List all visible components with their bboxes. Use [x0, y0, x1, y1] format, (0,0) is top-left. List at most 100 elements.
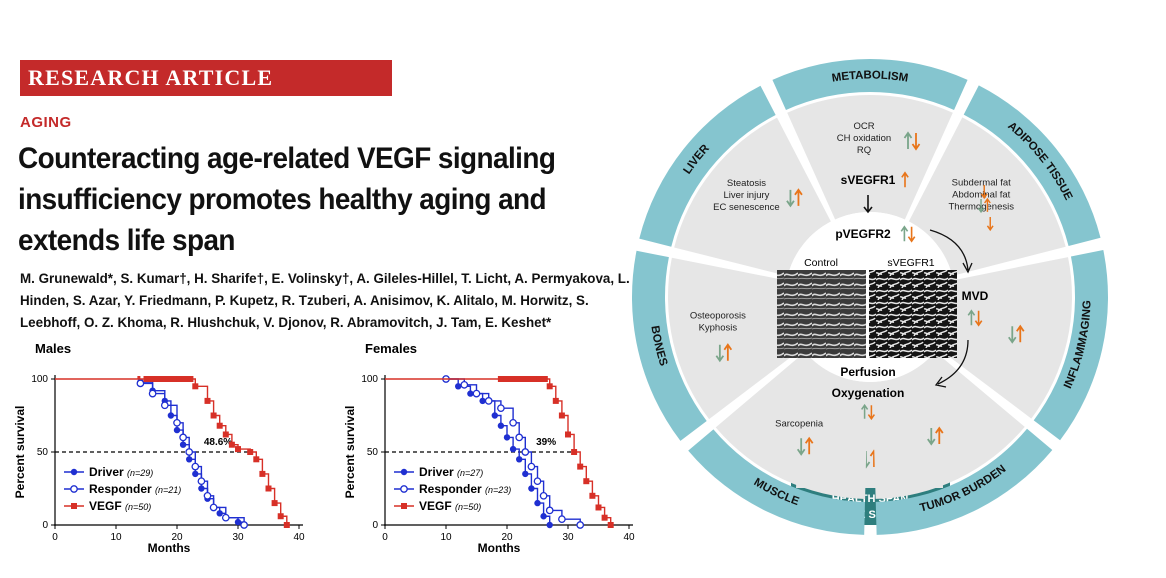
segment-band	[688, 429, 865, 535]
segment-band	[1033, 249, 1109, 441]
survival-curve-responder	[140, 382, 245, 525]
segment-item: Osteoporosis	[690, 311, 746, 322]
article-title: Counteracting age-related VEGF signaling…	[18, 142, 556, 257]
data-point	[503, 434, 511, 441]
article-type-banner: RESEARCH ARTICLE SUMMARY	[20, 60, 392, 126]
data-point	[179, 433, 187, 442]
series-name: Driver	[89, 465, 127, 479]
data-point	[576, 521, 585, 529]
series-n: (n=50)	[125, 502, 151, 512]
segment-inner	[872, 351, 1025, 499]
down-arrow-icon	[863, 195, 873, 214]
segment-inner	[908, 117, 1066, 276]
mvd-label: MVD	[962, 289, 989, 303]
data-point	[545, 506, 554, 515]
up-arrow-icon	[984, 197, 991, 212]
data-point	[522, 470, 529, 478]
data-point	[186, 456, 193, 463]
down-arrow-icon	[974, 310, 983, 327]
control-micrograph	[777, 270, 866, 358]
x-tick-label: 10	[110, 532, 122, 543]
down-arrow-icon	[907, 226, 916, 243]
flow-arrow-icon	[929, 229, 973, 274]
data-point	[546, 383, 553, 390]
x-tick-label: 10	[440, 532, 452, 543]
data-point	[552, 397, 559, 404]
data-point	[472, 389, 481, 398]
data-point	[192, 470, 199, 478]
down-arrow-icon	[796, 438, 806, 456]
legend-label: Responder (n=23)	[419, 482, 511, 496]
data-point	[571, 449, 578, 455]
down-arrow-icon	[980, 185, 988, 200]
data-point	[509, 418, 517, 427]
females-survival-chart: Females 0 50 100 0 10 20 30 40 Months Percent surv…	[343, 341, 635, 555]
censor-mark	[143, 376, 150, 382]
data-point	[455, 383, 462, 390]
legend-label: Responder (n=21)	[89, 482, 181, 496]
censor-mark	[503, 376, 510, 382]
segment-item: Liver injury	[723, 190, 769, 201]
data-point	[516, 456, 523, 463]
difference-annotation: 48.6%	[204, 437, 232, 448]
data-point	[173, 426, 181, 434]
series-n: (n=27)	[457, 468, 483, 478]
data-point	[160, 401, 169, 410]
up-arrow-icon	[900, 225, 909, 242]
segment-band	[632, 250, 707, 441]
series-name: VEGF	[89, 499, 125, 513]
down-arrow-icon	[1008, 326, 1017, 344]
y-axis-label: Percent survival	[13, 406, 27, 499]
data-point	[283, 522, 290, 528]
svegfr1-image-label: sVEGFR1	[887, 257, 934, 269]
up-arrow-icon	[860, 403, 869, 419]
pvegfr2-label: pVEGFR2	[835, 227, 891, 241]
data-point	[148, 389, 157, 398]
svegfr1-micrograph	[869, 270, 957, 358]
legend-label: VEGF (n=50)	[419, 499, 481, 513]
legend-label: VEGF (n=50)	[89, 499, 151, 513]
segment-inner	[787, 95, 953, 220]
data-point	[271, 500, 278, 507]
segment-item: Subdermal fat	[952, 177, 1012, 188]
x-tick-label: 20	[171, 532, 183, 543]
oxygenation-label: Oxygenation	[832, 386, 905, 400]
series-name: Responder	[419, 482, 485, 496]
data-point	[216, 422, 223, 429]
data-point	[577, 463, 584, 470]
segment-inner	[668, 257, 803, 420]
data-point	[185, 448, 194, 456]
y-tick-label: 0	[372, 520, 378, 531]
chart-title: Males	[35, 341, 71, 356]
legend-marker	[400, 468, 408, 476]
control-label: Control	[804, 257, 838, 269]
segment-item: RQ	[857, 145, 871, 156]
data-point	[533, 477, 542, 486]
data-point	[277, 513, 284, 520]
censor-mark	[508, 376, 515, 382]
data-point	[558, 412, 565, 419]
up-arrow-icon	[935, 426, 944, 445]
down-arrow-icon	[927, 428, 936, 446]
legend-marker	[401, 503, 407, 509]
data-point	[235, 446, 241, 453]
data-point	[203, 491, 212, 500]
segment-inflammaging: INFLAMMAGING	[937, 249, 1109, 441]
series-name: VEGF	[419, 499, 455, 513]
censor-mark	[525, 376, 532, 382]
legend-label: Driver (n=27)	[419, 465, 483, 479]
y-tick-label: 50	[37, 447, 49, 458]
x-tick-label: 30	[232, 532, 244, 543]
flow-arrow-icon	[934, 339, 969, 388]
data-point	[589, 492, 596, 499]
center-panel: sVEGFR1 pVEGFR2 Control sVEGFR1 MVD Perfusion…	[777, 171, 989, 421]
censor-mark	[530, 376, 537, 382]
x-axis-label: Months	[148, 541, 191, 555]
